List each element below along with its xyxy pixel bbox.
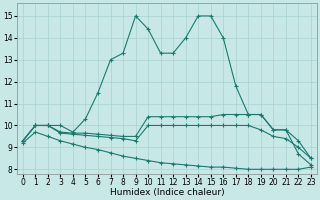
X-axis label: Humidex (Indice chaleur): Humidex (Indice chaleur) bbox=[109, 188, 224, 197]
